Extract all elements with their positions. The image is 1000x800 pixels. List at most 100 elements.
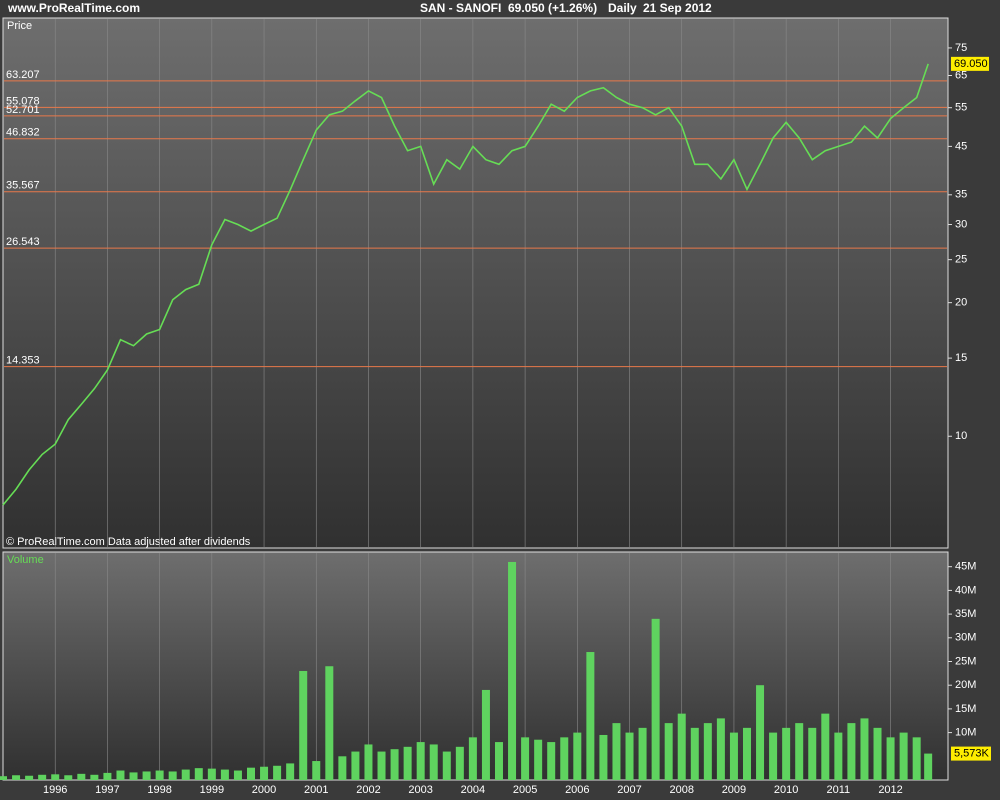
volume-bar	[181, 769, 190, 780]
volume-bar	[677, 713, 686, 780]
volume-bar	[756, 685, 765, 780]
symbol: SAN - SANOFI	[420, 1, 501, 15]
volume-bar	[912, 737, 921, 780]
x-tick-label: 2008	[669, 784, 693, 796]
volume-bar	[38, 774, 47, 780]
x-tick-label: 2006	[565, 784, 589, 796]
y-tick-label: 15	[955, 352, 967, 364]
x-tick-label: 2010	[774, 784, 798, 796]
volume-bar	[142, 771, 151, 780]
price-line	[2, 63, 929, 506]
x-tick-label: 1998	[147, 784, 171, 796]
volume-bar	[586, 652, 595, 780]
volume-bar	[377, 751, 386, 780]
x-tick-label: 2011	[827, 784, 851, 796]
volume-bar	[416, 742, 425, 780]
volume-bar	[742, 727, 751, 780]
x-tick-label: 1997	[95, 784, 119, 796]
x-tick-label: 2001	[304, 784, 328, 796]
y-tick-label: 35M	[955, 608, 976, 620]
y-tick-label: 25	[955, 254, 967, 266]
level-label: 26.543	[6, 236, 40, 248]
volume-bar	[899, 732, 908, 780]
volume-bar	[651, 618, 660, 780]
note: © ProRealTime.com Data adjusted after di…	[6, 536, 251, 548]
x-tick-label: 2004	[461, 784, 485, 796]
volume-bar	[325, 666, 334, 780]
volume-bar	[664, 723, 673, 780]
volume-bar	[0, 776, 7, 780]
volume-bar	[729, 732, 738, 780]
volume-bar	[246, 767, 255, 780]
volume-bar	[90, 774, 99, 780]
y-tick-label: 75	[955, 42, 967, 54]
volume-bar	[194, 768, 203, 780]
y-tick-label: 25M	[955, 655, 976, 667]
y-tick-label: 20	[955, 297, 967, 309]
volume-bar	[612, 723, 621, 780]
volume-bar	[312, 761, 321, 780]
volume-bar	[795, 723, 804, 780]
panel-label: Volume	[7, 554, 44, 566]
volume-bar	[233, 770, 242, 780]
volume-bar	[338, 756, 347, 780]
quote: 69.050 (+1.26%)	[508, 1, 597, 15]
x-tick-label: 1996	[43, 784, 67, 796]
volume-bar	[64, 775, 73, 780]
volume-bar	[12, 775, 21, 780]
last-value-box	[951, 56, 989, 71]
volume-bar	[547, 742, 556, 780]
volume-bar	[924, 753, 933, 780]
x-tick-label: 2009	[722, 784, 746, 796]
y-tick-label: 45	[955, 140, 967, 152]
volume-bar	[481, 689, 490, 780]
volume-bar	[847, 723, 856, 780]
volume-bar	[886, 737, 895, 780]
level-label: 55.078	[6, 95, 40, 107]
level-label: 52.701	[6, 104, 40, 116]
x-tick-label: 1999	[200, 784, 224, 796]
y-tick-label: 55	[955, 102, 967, 114]
x-tick-label: 2003	[408, 784, 432, 796]
x-tick-label: 2012	[878, 784, 902, 796]
volume-bar	[429, 744, 438, 780]
level-label: 14.353	[6, 355, 40, 367]
x-tick-label: 2002	[356, 784, 380, 796]
volume-bar	[769, 732, 778, 780]
volume-bar	[834, 732, 843, 780]
volume-bar	[782, 727, 791, 780]
volume-bar	[625, 732, 634, 780]
volume-bar	[129, 772, 138, 780]
site-name[interactable]: www.ProRealTime.com	[7, 1, 140, 15]
y-tick-label: 30	[955, 218, 967, 230]
volume-bar	[116, 770, 125, 780]
y-tick-label: 20M	[955, 679, 976, 691]
volume-bar	[521, 737, 530, 780]
volume-bar	[455, 746, 464, 780]
volume-bar	[599, 734, 608, 780]
volume-bar	[494, 742, 503, 780]
volume-bar	[534, 739, 543, 780]
volume-bar	[273, 765, 282, 780]
level-label: 35.567	[6, 180, 40, 192]
volume-bar	[207, 768, 216, 780]
volume-bar	[808, 727, 817, 780]
volume-bar	[468, 737, 477, 780]
volume-bar	[860, 718, 869, 780]
volume-bar	[364, 744, 373, 780]
volume-bar	[716, 718, 725, 780]
last-value-label: 5,573K	[954, 747, 990, 759]
volume-bar	[299, 670, 308, 780]
volume-bar	[25, 775, 34, 780]
last-value-label: 69.050	[954, 58, 988, 70]
volume-bar	[155, 770, 164, 780]
y-tick-label: 45M	[955, 561, 976, 573]
x-tick-label: 2000	[252, 784, 276, 796]
volume-bar	[51, 774, 60, 780]
volume-bar	[390, 749, 399, 780]
volume-bar	[260, 766, 269, 780]
volume-bar	[703, 723, 712, 780]
volume-bar	[638, 727, 647, 780]
volume-bar	[103, 772, 112, 780]
